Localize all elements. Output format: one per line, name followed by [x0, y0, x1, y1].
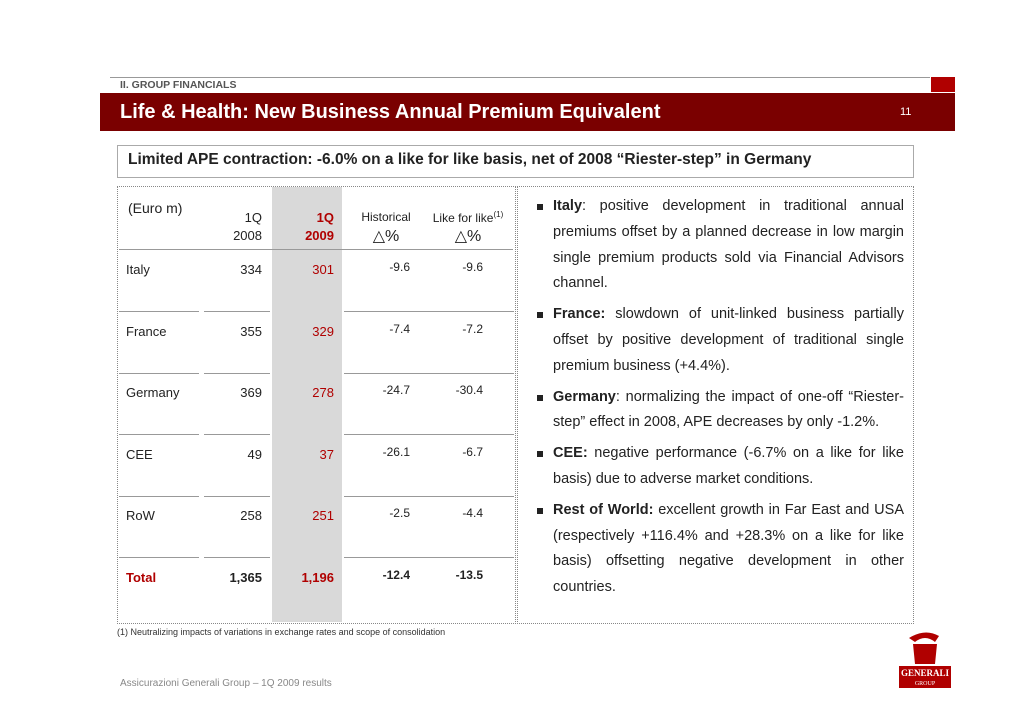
- row-separator: [204, 434, 270, 435]
- cell-value: 1,365: [229, 569, 262, 585]
- row-separator: [119, 495, 199, 497]
- cell-value: 251: [312, 508, 334, 523]
- cell-value: -30.4: [455, 383, 483, 397]
- bullet-text: : positive development in traditional an…: [553, 198, 904, 292]
- subtitle: Limited APE contraction: -6.0% on a like…: [128, 151, 812, 168]
- highlight-column: [272, 187, 342, 622]
- cell-value: 278: [312, 385, 334, 400]
- bullet-list: Italy: positive development in tradition…: [534, 194, 904, 601]
- bullet: Rest of World: excellent growth in Far E…: [534, 498, 904, 601]
- row-separator: [204, 495, 270, 497]
- column-header: 2009: [305, 228, 334, 243]
- column-header: △%: [372, 228, 400, 245]
- logo-name: GENERALI: [901, 668, 950, 678]
- row-separator: [119, 557, 199, 558]
- bullet-text: negative performance (-6.7% on a like fo…: [553, 445, 904, 487]
- title: Life & Health: New Business Annual Premi…: [120, 101, 661, 123]
- column-header: △%: [454, 228, 482, 245]
- footnote-mark: (1): [493, 210, 504, 219]
- bullet-text: : normalizing the impact of one-off “Rie…: [553, 388, 904, 431]
- bullet-text: slowdown of unit-linked business partial…: [553, 306, 904, 374]
- row-separator: [204, 311, 270, 312]
- cell-value: -12.4: [382, 567, 410, 582]
- unit-label: (Euro m): [128, 200, 183, 216]
- row-separator: [344, 311, 514, 312]
- cell-value: 355: [240, 323, 262, 339]
- cell-value: -6.7: [462, 444, 483, 459]
- column-header: 1Q: [244, 210, 262, 225]
- row-separator: [344, 372, 514, 374]
- logo-group: GROUP: [915, 681, 936, 687]
- cell-value: -2.5: [389, 506, 410, 520]
- header-separator: [119, 249, 513, 250]
- rule: [110, 77, 930, 78]
- title-banner: [100, 93, 955, 131]
- row-separator: [344, 557, 514, 558]
- cell-value: -7.2: [462, 321, 483, 336]
- cell-value: 301: [312, 262, 334, 277]
- bullet: France: slowdown of unit-linked business…: [534, 302, 904, 379]
- bullet: CEE: negative performance (-6.7% on a li…: [534, 441, 904, 493]
- table-box: [117, 186, 516, 624]
- page-number: 11: [900, 106, 912, 118]
- logo-plate: [899, 666, 951, 688]
- cell-value: -7.4: [389, 321, 410, 336]
- cell-value: -24.7: [382, 383, 410, 397]
- cell-value: 37: [319, 446, 334, 462]
- bullet: Germany: normalizing the impact of one-o…: [534, 385, 904, 437]
- footnote: (1) Neutralizing impacts of variations i…: [117, 627, 446, 637]
- cell-value: -9.6: [462, 260, 483, 274]
- cell-value: 258: [240, 508, 262, 523]
- cell-value: -26.1: [382, 444, 410, 459]
- bullet-lead: Germany: [553, 388, 616, 405]
- row-separator: [119, 434, 199, 435]
- column-header: Like for like(1): [432, 210, 504, 225]
- row-label: Total: [126, 569, 157, 585]
- bullet-lead: Rest of World:: [553, 501, 654, 518]
- subtitle-box: [117, 145, 914, 178]
- cell-value: -9.6: [389, 260, 410, 274]
- cell-value: 329: [312, 323, 334, 339]
- bullet-text: excellent growth in Far East and USA (re…: [553, 501, 904, 596]
- column-header: 1Q: [316, 210, 334, 225]
- footer: Assicurazioni Generali Group – 1Q 2009 r…: [120, 678, 332, 689]
- row-separator: [344, 495, 514, 497]
- row-label: RoW: [126, 508, 155, 523]
- row-label: CEE: [126, 446, 153, 462]
- cell-value: 49: [247, 446, 262, 462]
- text-box: [517, 186, 914, 624]
- corner-box: [931, 77, 955, 92]
- column-header: Historical: [361, 210, 411, 224]
- logo-lion: [909, 632, 939, 664]
- row-label: France: [126, 323, 167, 339]
- cell-value: 334: [240, 262, 262, 277]
- section-label: II. GROUP FINANCIALS: [120, 79, 237, 91]
- row-separator: [344, 434, 514, 435]
- bullet-lead: Italy: [553, 198, 583, 214]
- row-label: Italy: [126, 262, 150, 277]
- cell-value: 1,196: [301, 569, 334, 585]
- logo: GENERALI GROUP: [899, 632, 951, 688]
- row-separator: [119, 372, 199, 374]
- bullet-lead: France:: [553, 306, 606, 323]
- row-separator: [119, 311, 199, 312]
- row-separator: [204, 557, 270, 558]
- bullet-lead: CEE:: [553, 445, 588, 462]
- column-header: 2008: [233, 228, 262, 243]
- cell-value: -13.5: [455, 567, 483, 582]
- bullet: Italy: positive development in tradition…: [534, 194, 904, 297]
- row-label: Germany: [126, 385, 180, 400]
- cell-value: 369: [240, 385, 262, 400]
- row-separator: [204, 372, 270, 374]
- cell-value: -4.4: [462, 506, 483, 520]
